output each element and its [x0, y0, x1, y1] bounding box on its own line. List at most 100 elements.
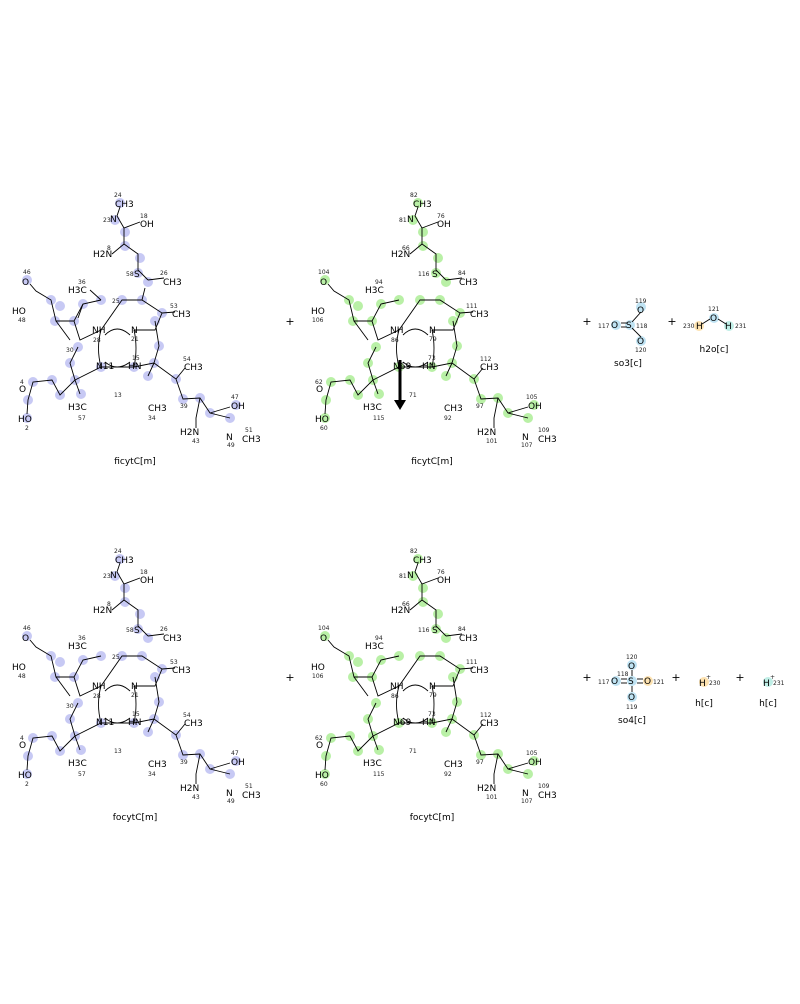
- svg-text:82: 82: [410, 548, 418, 555]
- svg-text:112: 112: [480, 712, 492, 719]
- svg-text:97: 97: [476, 403, 484, 410]
- svg-text:H3C: H3C: [363, 403, 382, 413]
- svg-text:105: 105: [526, 394, 538, 401]
- svg-text:H2N: H2N: [391, 606, 410, 616]
- svg-text:CH3: CH3: [480, 363, 499, 373]
- svg-text:104: 104: [318, 625, 330, 632]
- svg-text:118: 118: [617, 671, 629, 678]
- svg-text:HO: HO: [12, 307, 26, 317]
- svg-text:H3C: H3C: [363, 759, 382, 769]
- svg-text:76: 76: [437, 569, 445, 576]
- svg-text:N69: N69: [393, 718, 411, 728]
- svg-text:CH3: CH3: [184, 363, 203, 373]
- svg-text:O: O: [528, 758, 535, 768]
- svg-text:O: O: [611, 677, 618, 687]
- svg-text:H2N: H2N: [477, 428, 496, 438]
- svg-text:34: 34: [148, 771, 156, 778]
- svg-text:109: 109: [538, 427, 550, 434]
- svg-text:NH: NH: [390, 326, 404, 336]
- svg-text:S: S: [626, 321, 632, 331]
- svg-text:N: N: [110, 215, 117, 225]
- svg-text:O: O: [437, 576, 444, 586]
- svg-text:N11: N11: [96, 718, 114, 728]
- svg-text:HO: HO: [311, 307, 325, 317]
- svg-text:H: H: [535, 758, 542, 768]
- svg-text:HN: HN: [128, 362, 142, 372]
- svg-text:H2N: H2N: [180, 784, 199, 794]
- svg-text:53: 53: [170, 303, 178, 310]
- svg-text:N: N: [110, 571, 117, 581]
- svg-text:25: 25: [112, 298, 120, 305]
- svg-text:84: 84: [458, 626, 466, 633]
- svg-text:54: 54: [183, 712, 191, 719]
- svg-text:HO: HO: [315, 771, 329, 781]
- molecule-label: h[c]: [759, 699, 777, 709]
- svg-text:O: O: [320, 278, 327, 288]
- svg-text:117: 117: [598, 679, 610, 686]
- svg-text:28: 28: [93, 693, 101, 700]
- svg-text:47: 47: [231, 394, 239, 401]
- svg-text:O: O: [316, 741, 323, 751]
- svg-text:62: 62: [315, 735, 323, 742]
- plus-sign: +: [582, 315, 591, 328]
- svg-text:76: 76: [437, 213, 445, 220]
- svg-text:S: S: [432, 626, 438, 636]
- svg-text:CH3: CH3: [115, 200, 134, 210]
- svg-text:N: N: [522, 789, 529, 799]
- svg-text:CH3: CH3: [184, 719, 203, 729]
- reaction-arrow: [394, 360, 406, 410]
- svg-text:O: O: [628, 662, 635, 672]
- svg-text:48: 48: [18, 317, 26, 324]
- molecule-label: focytC[m]: [410, 813, 455, 823]
- svg-text:104: 104: [318, 269, 330, 276]
- svg-text:81: 81: [399, 573, 407, 580]
- svg-text:118: 118: [636, 323, 648, 330]
- svg-text:43: 43: [192, 794, 200, 801]
- svg-text:N: N: [407, 571, 414, 581]
- svg-text:94: 94: [375, 279, 383, 286]
- svg-text:S: S: [134, 270, 140, 280]
- svg-text:CH3: CH3: [470, 666, 489, 676]
- svg-text:49: 49: [227, 798, 235, 805]
- svg-text:121: 121: [653, 679, 665, 686]
- svg-text:CH3: CH3: [413, 556, 432, 566]
- svg-text:H3C: H3C: [68, 759, 87, 769]
- svg-text:O: O: [437, 220, 444, 230]
- svg-text:4: 4: [20, 735, 24, 742]
- svg-text:NH: NH: [390, 682, 404, 692]
- svg-text:116: 116: [418, 627, 430, 634]
- svg-text:N: N: [131, 682, 138, 692]
- svg-text:O: O: [710, 314, 717, 324]
- svg-text:CH3: CH3: [538, 435, 557, 445]
- svg-text:101: 101: [486, 438, 498, 445]
- svg-text:30: 30: [66, 347, 74, 354]
- svg-text:N: N: [407, 215, 414, 225]
- svg-text:97: 97: [476, 759, 484, 766]
- svg-text:28: 28: [93, 337, 101, 344]
- svg-text:N: N: [522, 433, 529, 443]
- svg-text:66: 66: [402, 601, 410, 608]
- svg-text:CH3: CH3: [163, 278, 182, 288]
- svg-text:S: S: [134, 626, 140, 636]
- svg-text:H: H: [147, 576, 154, 586]
- svg-text:CH3: CH3: [115, 556, 134, 566]
- svg-text:S: S: [628, 677, 634, 687]
- svg-text:49: 49: [227, 442, 235, 449]
- svg-text:47: 47: [231, 750, 239, 757]
- svg-text:N: N: [131, 326, 138, 336]
- svg-text:H: H: [763, 679, 770, 689]
- svg-text:15: 15: [132, 711, 140, 718]
- svg-text:101: 101: [486, 794, 498, 801]
- svg-text:117: 117: [598, 323, 610, 330]
- svg-text:O: O: [140, 220, 147, 230]
- svg-text:N: N: [429, 682, 436, 692]
- svg-text:O: O: [231, 758, 238, 768]
- svg-text:39: 39: [180, 403, 188, 410]
- svg-text:N: N: [429, 326, 436, 336]
- svg-text:O: O: [316, 385, 323, 395]
- svg-text:58: 58: [126, 271, 134, 278]
- svg-text:CH3: CH3: [148, 760, 167, 770]
